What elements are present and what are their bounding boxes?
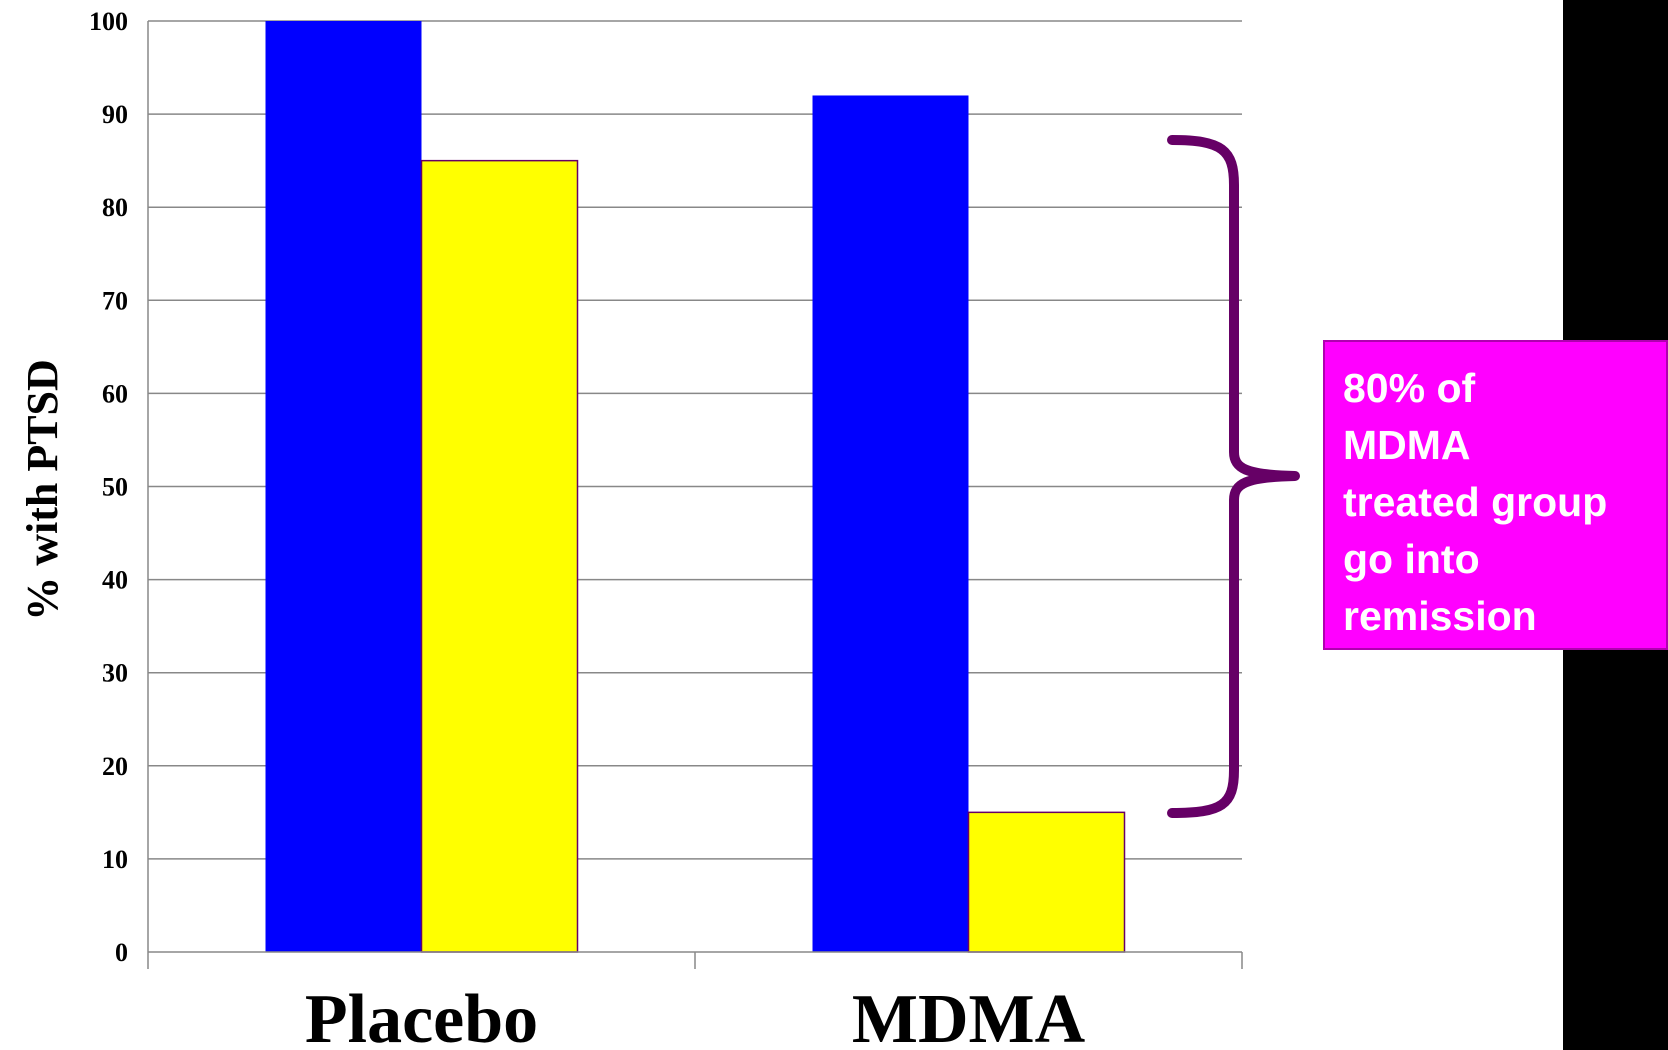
bars: [265, 21, 1126, 953]
axes: [147, 21, 1243, 969]
callout-line: 80% of: [1343, 365, 1476, 411]
y-tick-label: 100: [89, 7, 128, 36]
y-tick-label: 60: [102, 379, 128, 408]
y-tick-label: 70: [102, 286, 128, 315]
x-category-label: Placebo: [305, 981, 538, 1050]
y-tick-label: 30: [102, 659, 128, 688]
y-tick-label: 90: [102, 100, 128, 129]
callout-line: MDMA: [1343, 422, 1471, 468]
callout-line: treated group: [1343, 479, 1608, 525]
x-category-labels: Placebo MDMA: [305, 981, 1086, 1050]
callout-line: remission: [1343, 593, 1537, 639]
remission-callout: 80% of MDMA treated group go into remiss…: [1323, 340, 1668, 650]
bar: [420, 159, 579, 953]
x-category-label: MDMA: [852, 981, 1086, 1050]
y-tick-label: 80: [102, 193, 128, 222]
bar: [265, 21, 422, 952]
y-tick-label: 20: [102, 752, 128, 781]
y-tick-label: 40: [102, 566, 128, 595]
y-tick-label: 10: [102, 845, 128, 874]
y-axis-title: % with PTSD: [18, 359, 67, 621]
bar: [812, 95, 969, 953]
y-tick-labels: 0 10 20 30 40 50 60 70 80 90 100: [89, 7, 128, 967]
callout-line: go into: [1343, 536, 1480, 582]
bar: [967, 811, 1126, 953]
y-tick-label: 0: [115, 938, 128, 967]
bracket: [1167, 135, 1300, 818]
y-tick-label: 50: [102, 473, 128, 502]
